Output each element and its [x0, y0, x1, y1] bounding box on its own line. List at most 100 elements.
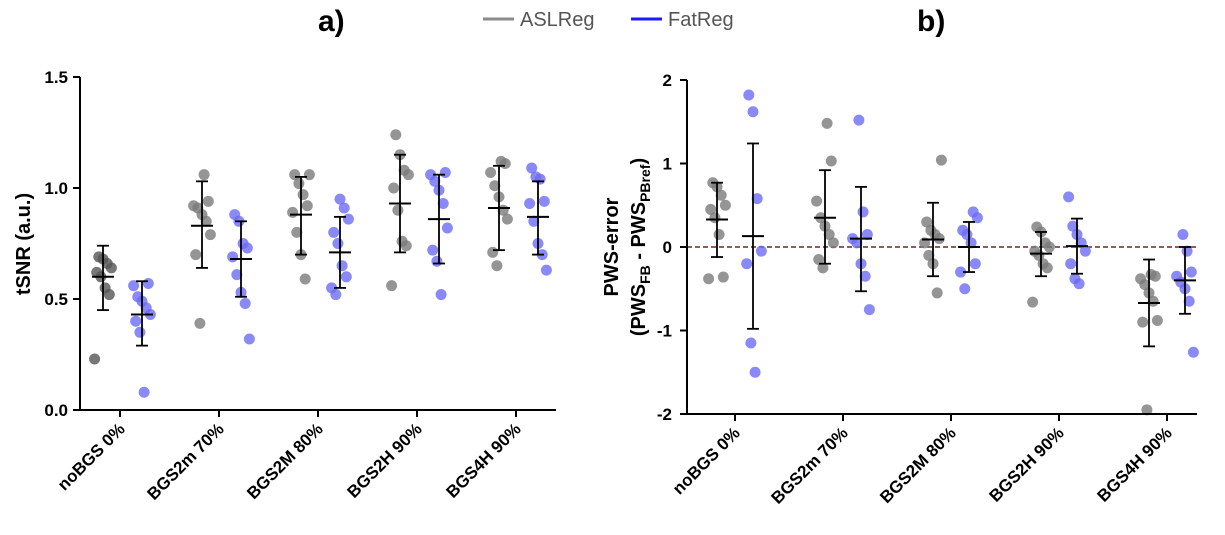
aslreg-data-point [501, 213, 513, 225]
fatreg-data-point [340, 271, 352, 283]
fatreg-data-point [134, 326, 146, 338]
aslreg-data-point [495, 155, 507, 167]
panel-a-plot [89, 129, 552, 398]
fatreg-data-point [741, 258, 753, 270]
fatreg-data-point [745, 337, 757, 349]
y-tick-label: 0.0 [44, 401, 68, 420]
fatreg-data-point [967, 206, 979, 218]
y-tick-label: 1.0 [44, 179, 68, 198]
fatreg-data-point [336, 260, 348, 272]
fatreg-data-point [747, 106, 759, 118]
fatreg-data-point [227, 251, 239, 263]
aslreg-data-point [713, 228, 725, 240]
aslreg-data-point [719, 199, 731, 211]
aslreg-data-point [99, 282, 111, 294]
aslreg-data-point [202, 195, 214, 207]
fatreg-data-point [1065, 258, 1077, 270]
y-tick-label: -2 [657, 405, 672, 424]
ylabel2-sub-pbref: PBref [637, 164, 653, 202]
fatreg-data-point [437, 198, 449, 210]
panel-b-y-axis-title: PWS-error [601, 197, 623, 296]
aslreg-data-point [204, 229, 216, 241]
panel-a-y-axis-title: tSNR (a.u.) [13, 193, 35, 295]
fatreg-data-point [332, 238, 344, 249]
aslreg-data-point [813, 254, 825, 266]
fatreg-data-point [229, 209, 241, 221]
fatreg-data-point [239, 297, 251, 309]
ylabel2-sub-fb: FB [637, 265, 653, 284]
panel-b-ticks: -2 -1 0 1 2 noBGS 0% BGS2m 70% BGS2M 80% BGS2H 9… [657, 71, 1176, 508]
aslreg-data-point [297, 189, 309, 201]
fatreg-data-point [538, 195, 550, 207]
legend: ASLReg FatReg [483, 9, 734, 31]
legend-label-fatreg: FatReg [668, 9, 734, 31]
fatreg-data-point [853, 114, 865, 126]
aslreg-data-point [1137, 316, 1149, 328]
aslreg-data-point [390, 129, 402, 141]
aslreg-data-point [1151, 314, 1163, 326]
fatreg-data-point [243, 333, 255, 345]
aslreg-data-point [89, 353, 101, 365]
aslreg-data-point [823, 228, 835, 240]
x-tick-label: BGS2M 80% [243, 419, 327, 503]
x-tick-label: BGS2m 70% [144, 419, 228, 503]
fatreg-data-point [130, 315, 142, 327]
aslreg-data-point [827, 237, 839, 249]
fatreg-data-point [1185, 266, 1197, 278]
fatreg-data-point [743, 89, 755, 101]
fatreg-data-point [237, 238, 249, 249]
fatreg-data-point [540, 264, 552, 276]
fatreg-data-point [334, 193, 346, 205]
aslreg-data-point [299, 273, 311, 285]
y-tick-label: 1 [663, 155, 672, 174]
aslreg-data-point [398, 164, 410, 176]
aslreg-data-point [386, 280, 398, 292]
aslreg-data-point [817, 262, 829, 274]
fatreg-data-point [1069, 273, 1081, 285]
x-tick-label: BGS4H 90% [443, 419, 525, 501]
aslreg-data-point [717, 271, 729, 283]
legend-label-aslreg: ASLReg [520, 9, 595, 31]
aslreg-data-point [1029, 245, 1041, 257]
fatreg-data-point [1183, 295, 1195, 307]
aslreg-data-point [303, 169, 315, 181]
y-tick-label: 0.5 [44, 290, 68, 309]
panel-b-label: b) [917, 5, 945, 38]
ylabel2-mid: - PWS [628, 202, 650, 265]
y-tick-label: 2 [663, 71, 672, 90]
aslreg-data-point [287, 206, 299, 218]
fatreg-data-point [957, 224, 969, 236]
aslreg-data-point [811, 195, 823, 207]
fatreg-data-point [530, 171, 542, 183]
panel-a-tsnr: a) 0.0 0.5 1.0 1.5 noBGS 0% BGS2m 70% BGS2M 80… [13, 5, 556, 504]
aslreg-data-point [923, 249, 935, 261]
aslreg-data-point [491, 260, 503, 272]
ylabel2-prefix: (PWS [628, 284, 650, 336]
fatreg-data-point [128, 280, 140, 292]
fatreg-data-point [1177, 228, 1189, 240]
panel-b-y-axis-subtitle: (PWSFB - PWSPBref) [628, 158, 653, 336]
fatreg-data-point [342, 213, 354, 225]
aslreg-data-point [485, 166, 497, 178]
fatreg-data-point [755, 245, 767, 257]
aslreg-data-point [1027, 296, 1039, 308]
fatreg-data-point [524, 198, 536, 210]
fatreg-data-point [328, 226, 340, 238]
aslreg-data-point [1039, 237, 1051, 249]
aslreg-data-point [715, 189, 727, 201]
aslreg-data-point [396, 235, 408, 247]
aslreg-data-point [91, 266, 103, 278]
aslreg-data-point [703, 273, 715, 285]
y-tick-label: -1 [657, 322, 672, 341]
y-tick-label: 1.5 [44, 68, 68, 87]
fatreg-data-point [338, 202, 350, 214]
ylabel2-suffix: ) [628, 158, 650, 165]
fatreg-data-point [435, 289, 447, 301]
fatreg-data-point [231, 269, 243, 281]
fatreg-data-point [751, 193, 763, 205]
fatreg-data-point [1067, 220, 1079, 232]
fatreg-data-point [959, 283, 971, 295]
aslreg-data-point [1147, 295, 1159, 307]
aslreg-data-point [198, 169, 210, 181]
